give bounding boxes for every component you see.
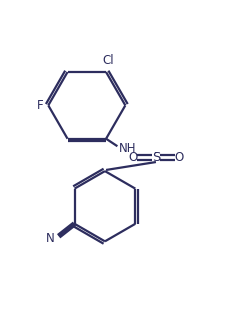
- Text: F: F: [37, 99, 44, 112]
- Text: S: S: [151, 151, 159, 164]
- Text: O: O: [173, 151, 183, 164]
- Text: N: N: [46, 232, 54, 245]
- Text: Cl: Cl: [102, 54, 114, 67]
- Text: O: O: [128, 151, 137, 164]
- Text: NH: NH: [118, 142, 136, 155]
